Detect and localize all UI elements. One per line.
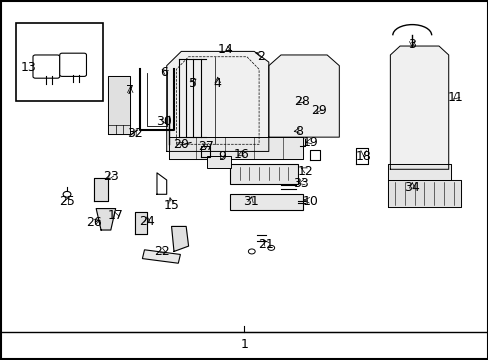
Text: 9: 9: [218, 150, 226, 163]
Text: 14: 14: [218, 43, 233, 56]
Text: 26: 26: [86, 216, 102, 229]
Text: 31: 31: [243, 195, 258, 208]
Text: 8: 8: [294, 125, 303, 138]
Text: 34: 34: [404, 181, 419, 194]
Text: 4: 4: [213, 77, 221, 90]
FancyBboxPatch shape: [33, 55, 60, 78]
Polygon shape: [108, 76, 130, 134]
Text: 30: 30: [156, 114, 172, 127]
Polygon shape: [96, 208, 116, 230]
Bar: [142, 250, 180, 263]
FancyBboxPatch shape: [206, 156, 230, 168]
Text: 33: 33: [293, 177, 308, 190]
Text: 28: 28: [293, 95, 309, 108]
Text: 18: 18: [355, 150, 371, 163]
Text: 17: 17: [107, 209, 123, 222]
Text: 7: 7: [126, 84, 134, 97]
Polygon shape: [171, 226, 188, 251]
Polygon shape: [389, 46, 448, 169]
Text: 15: 15: [163, 198, 179, 212]
Bar: [229, 164, 297, 184]
Text: 21: 21: [258, 238, 274, 251]
Polygon shape: [94, 178, 108, 202]
Text: 3: 3: [407, 38, 415, 51]
Text: 6: 6: [160, 66, 168, 79]
Polygon shape: [268, 55, 339, 137]
Text: 5: 5: [189, 77, 197, 90]
Bar: [16, 23, 103, 102]
Text: 11: 11: [447, 91, 463, 104]
Bar: [229, 194, 302, 210]
Text: 24: 24: [139, 215, 155, 228]
FancyBboxPatch shape: [60, 53, 86, 76]
Polygon shape: [169, 137, 302, 158]
Text: 23: 23: [102, 170, 119, 183]
Polygon shape: [387, 164, 450, 180]
Text: 20: 20: [173, 138, 189, 151]
Polygon shape: [135, 212, 147, 234]
Text: 27: 27: [197, 140, 213, 153]
Text: 29: 29: [310, 104, 326, 117]
Text: 2: 2: [257, 50, 265, 63]
Text: 25: 25: [59, 195, 75, 208]
Text: 22: 22: [154, 245, 169, 258]
Text: 12: 12: [297, 165, 312, 177]
Text: 13: 13: [20, 61, 36, 74]
Text: 10: 10: [302, 195, 317, 208]
Text: 32: 32: [127, 127, 142, 140]
Polygon shape: [166, 51, 268, 152]
Polygon shape: [387, 180, 460, 207]
Text: 16: 16: [233, 148, 248, 162]
Text: 19: 19: [302, 136, 317, 149]
Text: 1: 1: [240, 338, 248, 351]
